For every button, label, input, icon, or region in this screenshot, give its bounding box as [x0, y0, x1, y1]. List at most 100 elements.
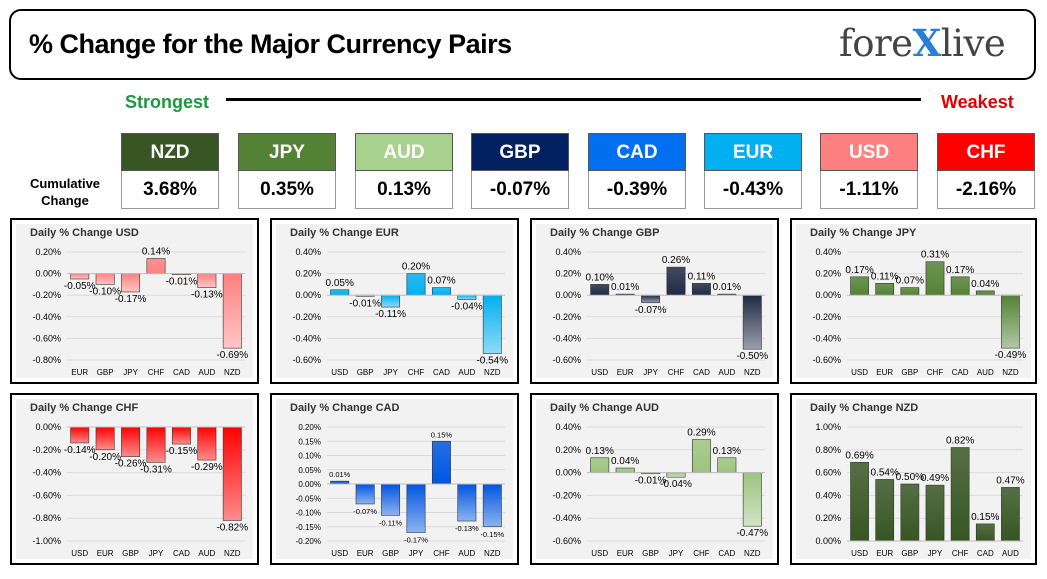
x-tick-label: CHF: [408, 368, 425, 377]
x-tick-label: CAD: [433, 368, 450, 377]
y-tick-label: 0.20%: [815, 513, 841, 523]
x-tick-label: CHF: [148, 368, 165, 377]
bar-eur: [615, 467, 635, 473]
cumulative-value: -2.16%: [937, 171, 1035, 209]
data-label: 0.01%: [329, 470, 351, 479]
chart-title: Daily % Change JPY: [810, 227, 917, 239]
bar-chf: [666, 266, 686, 296]
bar-usd: [590, 284, 610, 296]
x-tick-label: CHF: [952, 549, 969, 558]
data-label: 0.10%: [586, 272, 614, 283]
x-tick-label: EUR: [617, 549, 634, 558]
y-tick-label: -0.20%: [812, 312, 841, 322]
data-label: -0.29%: [191, 462, 223, 473]
y-tick-label: 0.20%: [298, 423, 321, 432]
x-tick-label: AUD: [198, 549, 215, 558]
chart-title: Daily % Change GBP: [550, 227, 660, 239]
bar-gbp: [121, 426, 141, 457]
data-label: 0.82%: [946, 436, 974, 447]
data-label: 0.47%: [996, 475, 1024, 486]
data-label: -0.26%: [115, 459, 147, 470]
y-tick-label: 0.00%: [815, 536, 841, 546]
x-tick-label: JPY: [409, 549, 424, 558]
bar-nzd: [742, 294, 762, 350]
data-label: -0.47%: [736, 528, 768, 539]
data-label: -0.01%: [349, 298, 381, 309]
x-tick-label: GBP: [382, 549, 399, 558]
x-tick-label: EUR: [617, 368, 634, 377]
data-label: -0.82%: [216, 522, 248, 533]
weakest-label: Weakest: [941, 92, 1014, 112]
x-tick-label: USD: [591, 549, 608, 558]
data-label: 0.07%: [896, 276, 924, 287]
data-label: -0.17%: [404, 535, 428, 544]
currency-name: CAD: [588, 133, 686, 171]
x-tick-label: EUR: [357, 549, 374, 558]
chart-area: [536, 399, 773, 559]
y-tick-label: 0.20%: [35, 247, 61, 257]
x-tick-label: GBP: [97, 368, 114, 377]
y-tick-label: 0.00%: [35, 422, 61, 432]
bar-aud: [197, 273, 217, 288]
currency-name: GBP: [471, 133, 569, 171]
y-tick-label: 0.40%: [555, 422, 581, 432]
bar-eur: [875, 283, 895, 296]
bar-aud: [457, 294, 477, 300]
data-label: -0.01%: [635, 476, 667, 487]
y-tick-label: -0.60%: [812, 355, 841, 365]
x-tick-label: JPY: [123, 368, 138, 377]
x-tick-label: CAD: [718, 549, 735, 558]
currency-name: NZD: [121, 133, 219, 171]
x-tick-label: CHF: [433, 549, 450, 558]
data-label: -0.15%: [480, 530, 504, 539]
strongest-label: Strongest: [125, 92, 210, 112]
bar-cad: [431, 287, 451, 296]
x-tick-label: CHF: [668, 368, 685, 377]
y-tick-label: 0.00%: [555, 468, 581, 478]
x-tick-label: CAD: [693, 368, 710, 377]
y-tick-label: 0.20%: [295, 269, 321, 279]
cumulative-value: -0.39%: [588, 171, 686, 209]
x-tick-label: NZD: [224, 368, 241, 377]
chart-area: [16, 224, 253, 378]
chart-title: Daily % Change AUD: [550, 402, 660, 414]
y-tick-label: 0.40%: [815, 490, 841, 500]
data-label: -0.50%: [736, 351, 768, 362]
bar-jpy: [641, 294, 661, 304]
y-tick-label: 0.05%: [298, 466, 321, 475]
bar-chf: [431, 440, 451, 485]
y-tick-label: -0.40%: [552, 333, 581, 343]
y-tick-label: -0.20%: [296, 537, 321, 546]
chart-panel-7: Daily % Change NZD 1.00% 0.80% 0.60% 0.40% 0.…: [790, 393, 1037, 565]
bar-eur: [355, 483, 375, 505]
data-label: -0.20%: [89, 452, 121, 463]
bar-gbp: [381, 483, 401, 516]
x-tick-label: NZD: [744, 368, 761, 377]
chart-title: Daily % Change CHF: [30, 402, 139, 414]
x-tick-label: USD: [71, 549, 88, 558]
y-tick-label: 0.20%: [815, 269, 841, 279]
y-tick-label: 0.00%: [555, 290, 581, 300]
y-tick-label: 0.80%: [815, 445, 841, 455]
data-label: 0.54%: [871, 467, 899, 478]
bar-cad: [717, 457, 737, 473]
chart-svg: 0.20% 0.00% -0.20% -0.40% -0.60% -0.80% -0.05%…: [32, 246, 248, 377]
x-tick-label: CHF: [693, 549, 710, 558]
chart-svg: 0.40% 0.20% 0.00% -0.20% -0.40% -0.60% 0.17% US…: [812, 247, 1026, 377]
data-label: -0.04%: [451, 302, 483, 313]
bar-nzd: [222, 426, 242, 521]
x-tick-label: JPY: [928, 549, 943, 558]
data-label: 0.04%: [971, 279, 999, 290]
data-label: 0.11%: [688, 271, 716, 282]
bar-nzd: [482, 294, 502, 354]
data-label: 0.26%: [662, 255, 690, 266]
y-tick-label: -0.40%: [552, 513, 581, 523]
data-label: 0.13%: [586, 446, 614, 457]
chart-title: Daily % Change NZD: [810, 402, 919, 414]
data-label: -0.14%: [64, 445, 96, 456]
data-label: 0.13%: [713, 446, 741, 457]
chart-panel-0: Daily % Change USD 0.20% 0.00% -0.20% -0.40%…: [10, 218, 259, 384]
y-tick-label: -0.80%: [32, 355, 61, 365]
currency-box-chf: CHF -2.16%: [937, 133, 1035, 209]
currency-name: CHF: [937, 133, 1035, 171]
